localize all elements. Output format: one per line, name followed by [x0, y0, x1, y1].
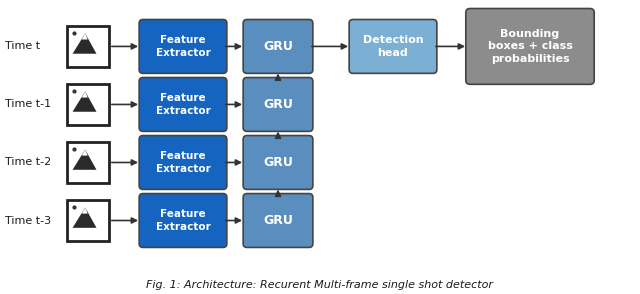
FancyBboxPatch shape: [243, 19, 313, 73]
Text: GRU: GRU: [263, 40, 293, 53]
FancyBboxPatch shape: [349, 19, 437, 73]
Text: Bounding
boxes + class
probabilities: Bounding boxes + class probabilities: [488, 29, 572, 64]
FancyBboxPatch shape: [139, 136, 227, 189]
Text: Time t-3: Time t-3: [5, 216, 51, 225]
FancyBboxPatch shape: [70, 29, 106, 64]
Text: Time t-2: Time t-2: [5, 158, 51, 168]
FancyBboxPatch shape: [466, 9, 594, 84]
Text: Feature
Extractor: Feature Extractor: [156, 35, 211, 58]
FancyBboxPatch shape: [70, 87, 106, 122]
Text: Feature
Extractor: Feature Extractor: [156, 151, 211, 174]
Polygon shape: [82, 208, 88, 214]
FancyBboxPatch shape: [243, 78, 313, 131]
FancyBboxPatch shape: [243, 136, 313, 189]
FancyBboxPatch shape: [67, 84, 109, 125]
Text: Time t-1: Time t-1: [5, 99, 51, 109]
Text: GRU: GRU: [263, 214, 293, 227]
FancyBboxPatch shape: [70, 203, 106, 238]
Polygon shape: [72, 91, 97, 112]
FancyBboxPatch shape: [70, 145, 106, 180]
Polygon shape: [72, 149, 97, 170]
Text: Feature
Extractor: Feature Extractor: [156, 209, 211, 232]
FancyBboxPatch shape: [67, 200, 109, 241]
Polygon shape: [72, 34, 97, 54]
Text: Detection
head: Detection head: [363, 35, 423, 58]
FancyBboxPatch shape: [139, 193, 227, 248]
Polygon shape: [82, 34, 88, 39]
Polygon shape: [82, 149, 88, 156]
FancyBboxPatch shape: [67, 26, 109, 67]
Text: Fig. 1: Architecture: Recurent Multi-frame single shot detector: Fig. 1: Architecture: Recurent Multi-fra…: [147, 280, 493, 290]
Polygon shape: [82, 91, 88, 98]
FancyBboxPatch shape: [139, 78, 227, 131]
FancyBboxPatch shape: [67, 142, 109, 183]
FancyBboxPatch shape: [243, 193, 313, 248]
FancyBboxPatch shape: [139, 19, 227, 73]
Text: GRU: GRU: [263, 98, 293, 111]
Text: Feature
Extractor: Feature Extractor: [156, 93, 211, 116]
Text: GRU: GRU: [263, 156, 293, 169]
Polygon shape: [72, 208, 97, 228]
Text: Time t: Time t: [5, 41, 40, 51]
